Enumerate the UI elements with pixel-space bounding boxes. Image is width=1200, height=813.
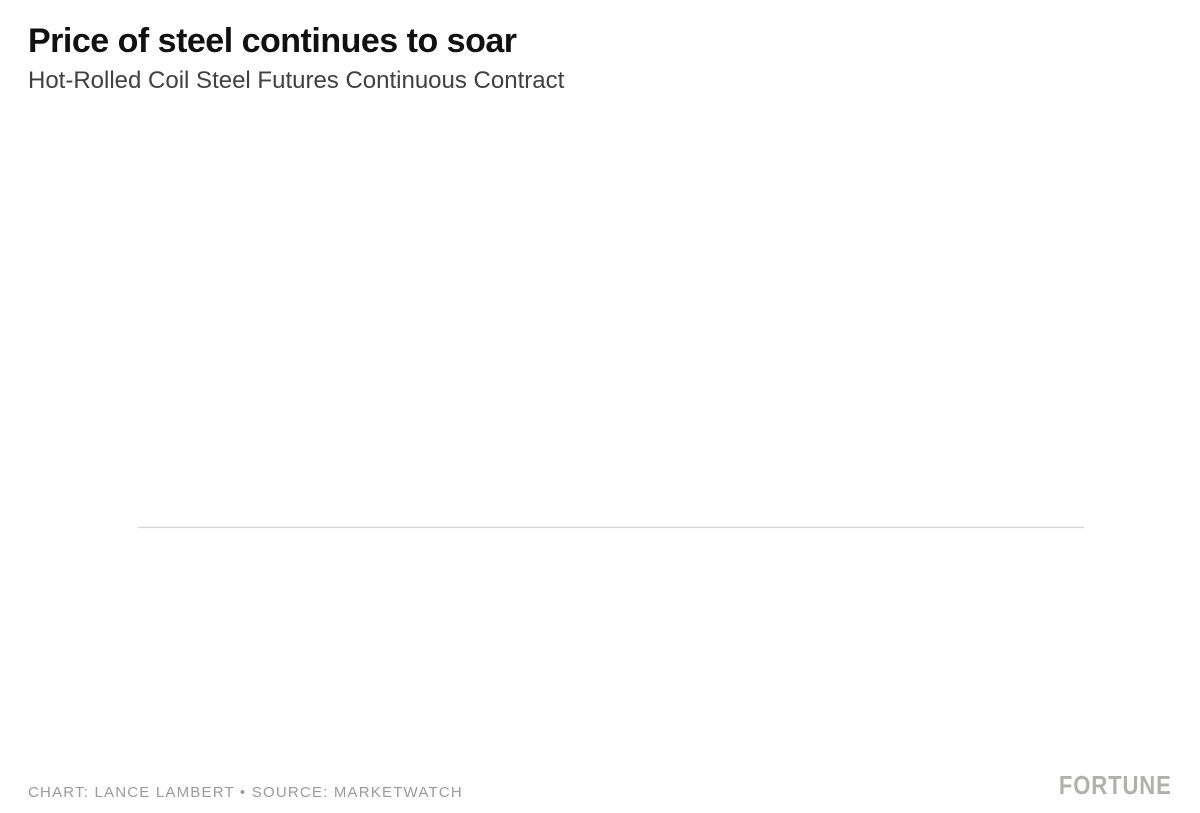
chart-area: [28, 109, 1172, 734]
area-chart-svg: [28, 109, 1172, 734]
chart-title: Price of steel continues to soar: [28, 22, 1172, 61]
chart-subtitle: Hot-Rolled Coil Steel Futures Continuous…: [28, 67, 1172, 95]
chart-credit: CHART: LANCE LAMBERT • SOURCE: MARKETWAT…: [28, 784, 463, 801]
brand-logo: FORTUNE: [1059, 770, 1172, 801]
